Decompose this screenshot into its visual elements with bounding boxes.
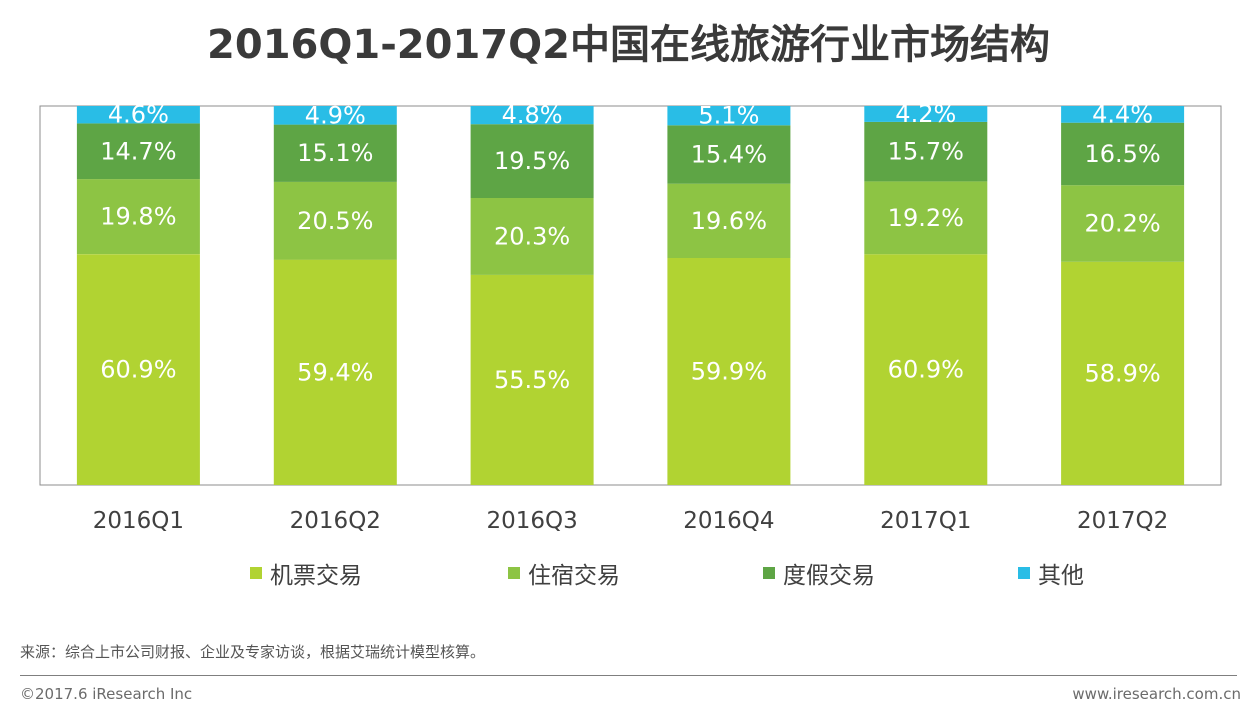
bar-segment-2016Q2-0 [273,259,397,485]
bar-segment-2017Q2-1 [1061,185,1185,262]
data-label-2016Q2-1: 20.5% [297,207,373,235]
data-label-2017Q1-0: 60.9% [888,356,964,384]
x-tick-label-2016Q2: 2016Q2 [290,508,381,534]
data-label-2017Q1-2: 15.7% [888,138,964,166]
bar-segment-2017Q2-2 [1061,122,1185,186]
bar-segment-2017Q1-3 [864,106,988,122]
legend-swatch [250,567,262,579]
data-label-2016Q1-1: 19.8% [100,203,176,231]
data-labels-group: 60.9% 19.8% 14.7% 4.6% 59.4% 20.5% 15.1% 4.9% 55… [100,100,1160,394]
data-label-2016Q1-0: 60.9% [100,356,176,384]
x-axis-ticks: 2016Q1 2016Q2 2016Q3 2016Q4 2017Q1 2017Q2 [93,508,1168,534]
data-label-2016Q2-3: 4.9% [305,101,366,129]
data-label-2016Q4-2: 15.4% [691,141,767,169]
bar-segment-2016Q4-1 [667,183,791,258]
data-label-2017Q1-1: 19.2% [888,204,964,232]
chart-title: 2016Q1-2017Q2中国在线旅游行业市场结构 [207,22,1050,68]
bar-segment-2016Q3-1 [470,198,594,275]
bar-segment-2016Q3-2 [470,124,594,198]
data-label-2016Q4-1: 19.6% [691,207,767,235]
data-label-2016Q3-2: 19.5% [494,147,570,175]
legend-swatch [763,567,775,579]
bar-segment-2017Q1-1 [864,181,988,255]
bar-segment-2016Q2-2 [273,124,397,182]
bar-segment-2016Q1-1 [76,179,200,255]
bar-segment-2016Q3-0 [470,274,594,485]
x-tick-label-2016Q1: 2016Q1 [93,508,184,534]
bar-segment-2016Q4-3 [667,106,791,126]
x-tick-label-2017Q1: 2017Q1 [880,508,971,534]
data-label-2016Q4-0: 59.9% [691,358,767,386]
legend-item-3: 其他 [1018,556,1084,590]
legend-item-1: 住宿交易 [508,556,620,590]
data-label-2016Q2-0: 59.4% [297,358,373,386]
data-label-2017Q2-1: 20.2% [1084,210,1160,238]
legend-label: 度假交易 [783,563,875,589]
bar-segment-2016Q1-3 [76,106,200,124]
data-label-2016Q4-3: 5.1% [698,102,759,130]
data-label-2016Q3-0: 55.5% [494,366,570,394]
copyright: ©2017.6 iResearch Inc [20,685,193,703]
bar-segment-2017Q1-2 [864,121,988,182]
bar-segment-2016Q1-2 [76,123,200,180]
data-label-2016Q3-1: 20.3% [494,222,570,250]
bar-segment-2017Q1-0 [864,254,988,485]
legend-item-2: 度假交易 [763,556,875,590]
legend-swatch [508,567,520,579]
data-label-2017Q1-3: 4.2% [895,100,956,128]
legend-label: 住宿交易 [528,563,620,589]
bar-segment-2016Q2-3 [273,106,397,125]
bars-group [76,106,1185,485]
data-label-2017Q2-2: 16.5% [1084,140,1160,168]
legend-swatch [1018,567,1030,579]
data-label-2016Q1-2: 14.7% [100,137,176,165]
bar-segment-2016Q2-1 [273,181,397,260]
source-note: 来源：综合上市公司财报、企业及专家访谈，根据艾瑞统计模型核算。 [20,643,486,661]
legend-label: 机票交易 [270,563,362,589]
x-tick-label-2016Q4: 2016Q4 [683,508,774,534]
data-label-2016Q2-2: 15.1% [297,139,373,167]
legend-label: 其他 [1038,563,1084,589]
legend: 机票交易 住宿交易 度假交易 其他 [0,556,1257,590]
legend-item-0: 机票交易 [250,556,362,590]
stacked-bar-chart: 60.9% 19.8% 14.7% 4.6% 59.4% 20.5% 15.1% 4.9% 55… [39,100,1222,534]
x-tick-label-2017Q2: 2017Q2 [1077,508,1168,534]
data-label-2017Q2-0: 58.9% [1084,359,1160,387]
bar-segment-2016Q4-0 [667,258,791,485]
bar-segment-2017Q2-3 [1061,106,1185,123]
plot-area-frame [39,105,1222,486]
data-label-2016Q1-3: 4.6% [108,101,169,129]
bar-segment-2016Q3-3 [470,106,594,125]
footer-divider [20,675,1237,676]
bar-segment-2017Q2-0 [1061,261,1185,485]
data-label-2017Q2-3: 4.4% [1092,100,1153,128]
website-link[interactable]: www.iresearch.com.cn [1072,685,1241,703]
data-label-2016Q3-3: 4.8% [502,101,563,129]
bar-segment-2016Q1-0 [76,254,200,485]
x-tick-label-2016Q3: 2016Q3 [486,508,577,534]
bar-segment-2016Q4-2 [667,125,791,184]
